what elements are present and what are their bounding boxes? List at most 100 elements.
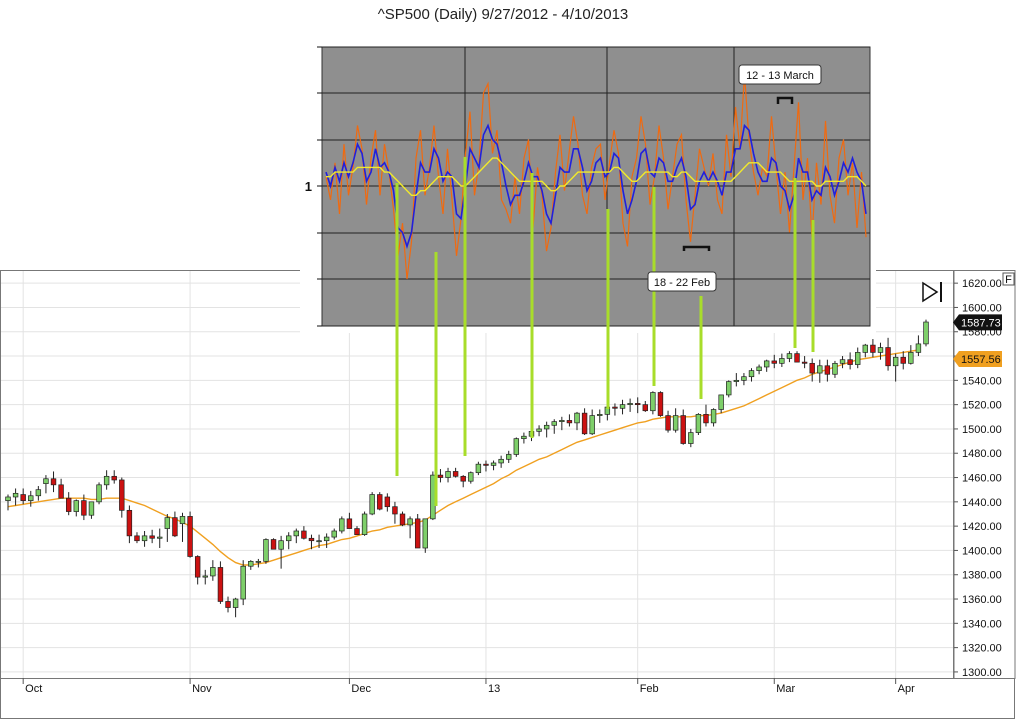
ma-price-label: 1557.56	[961, 354, 1001, 366]
candle-body-down	[384, 496, 391, 508]
candle-body-up	[589, 415, 595, 435]
candle-body-up	[688, 432, 694, 444]
scroll-to-end-button[interactable]	[922, 281, 942, 303]
main-grid	[1, 271, 953, 678]
candle	[733, 373, 740, 387]
f-button[interactable]: F	[1002, 272, 1015, 286]
candle-body-up	[210, 567, 216, 577]
price-tick-label: 1360.00	[962, 594, 1002, 606]
candle	[923, 319, 929, 347]
candle-body-down	[58, 484, 64, 499]
candle-body-down	[65, 497, 72, 512]
candle	[748, 368, 755, 382]
candle-body-down	[301, 530, 307, 539]
candle	[597, 409, 603, 423]
candle-body-up	[286, 535, 292, 542]
candle-body-up	[908, 352, 914, 364]
candle-body-down	[308, 537, 315, 542]
candle-body-down	[81, 500, 87, 516]
oscillator-slow-line	[326, 157, 867, 197]
candle	[786, 351, 793, 363]
candle	[407, 516, 413, 539]
candle-body-up	[574, 412, 580, 424]
candle	[361, 511, 368, 536]
candle	[103, 470, 110, 490]
candle	[801, 356, 808, 369]
candle	[756, 364, 762, 375]
candle-body-up	[915, 343, 922, 353]
candle	[612, 403, 618, 416]
candle	[248, 560, 254, 570]
candle-body-up	[756, 366, 762, 371]
candle-body-down	[111, 475, 117, 481]
candle	[301, 526, 307, 540]
candle-body-down	[885, 347, 891, 367]
candle-body-up	[445, 471, 451, 478]
f-button-label: F	[1005, 274, 1012, 286]
candle-body-up	[28, 495, 34, 501]
candle-body-up	[331, 530, 337, 538]
candle	[331, 528, 337, 540]
candle-body-up	[839, 359, 846, 364]
candle	[369, 492, 375, 516]
candle	[263, 538, 269, 564]
candle	[437, 469, 444, 483]
candle	[217, 561, 224, 604]
inset-grid	[317, 46, 870, 327]
candle-body-up	[35, 489, 42, 497]
ma-price-badge: 1557.56	[953, 351, 1002, 368]
candle	[50, 471, 57, 493]
candle-body-up	[521, 435, 527, 440]
candle-body-up	[422, 518, 428, 549]
candle-body-up	[536, 428, 542, 432]
f-button-frame	[1002, 272, 1015, 286]
candle	[12, 488, 19, 506]
candle-body-up	[255, 561, 262, 563]
candle	[839, 356, 846, 369]
candle-body-up	[323, 536, 330, 542]
candle	[908, 345, 914, 365]
candle	[157, 528, 163, 549]
candle	[794, 351, 800, 363]
candle-body-up	[248, 561, 254, 567]
candle-body-down	[187, 516, 193, 557]
candle-body-down	[149, 535, 155, 539]
candle	[551, 419, 557, 434]
price-tick-label: 1420.00	[962, 521, 1002, 533]
candle	[255, 558, 262, 568]
candle	[855, 347, 861, 369]
price-tick-label: 1320.00	[962, 643, 1002, 655]
candle-body-down	[771, 360, 777, 364]
candle	[134, 532, 140, 544]
candle	[574, 411, 580, 431]
candle	[58, 478, 64, 499]
moving-average-layer	[7, 349, 919, 566]
candle-body-down	[870, 344, 876, 353]
price-axis-ticks: 1300.00 1320.00 1340.00 1360.00 1380.00 1400.…	[954, 278, 1002, 679]
candle	[119, 477, 125, 518]
candle	[718, 394, 724, 414]
candle	[422, 518, 428, 553]
candle	[506, 450, 512, 463]
candle	[28, 490, 34, 507]
candle-body-up	[748, 370, 755, 378]
candle	[847, 352, 853, 370]
candle-body-up	[779, 358, 785, 364]
candle	[779, 353, 785, 367]
candle-body-up	[695, 414, 702, 433]
candle	[900, 351, 906, 370]
candle	[202, 569, 208, 585]
candle-body-up	[627, 403, 633, 405]
candle-body-up	[339, 518, 345, 532]
price-tick-label: 1500.00	[962, 424, 1002, 436]
candle	[498, 455, 504, 468]
candle	[566, 414, 573, 427]
candle	[635, 397, 641, 414]
candle	[187, 511, 193, 558]
candle-body-up	[240, 565, 246, 600]
candle	[627, 398, 633, 412]
candle-body-down	[354, 528, 360, 535]
candle	[589, 409, 595, 436]
candle	[657, 391, 664, 417]
candle	[832, 360, 838, 378]
